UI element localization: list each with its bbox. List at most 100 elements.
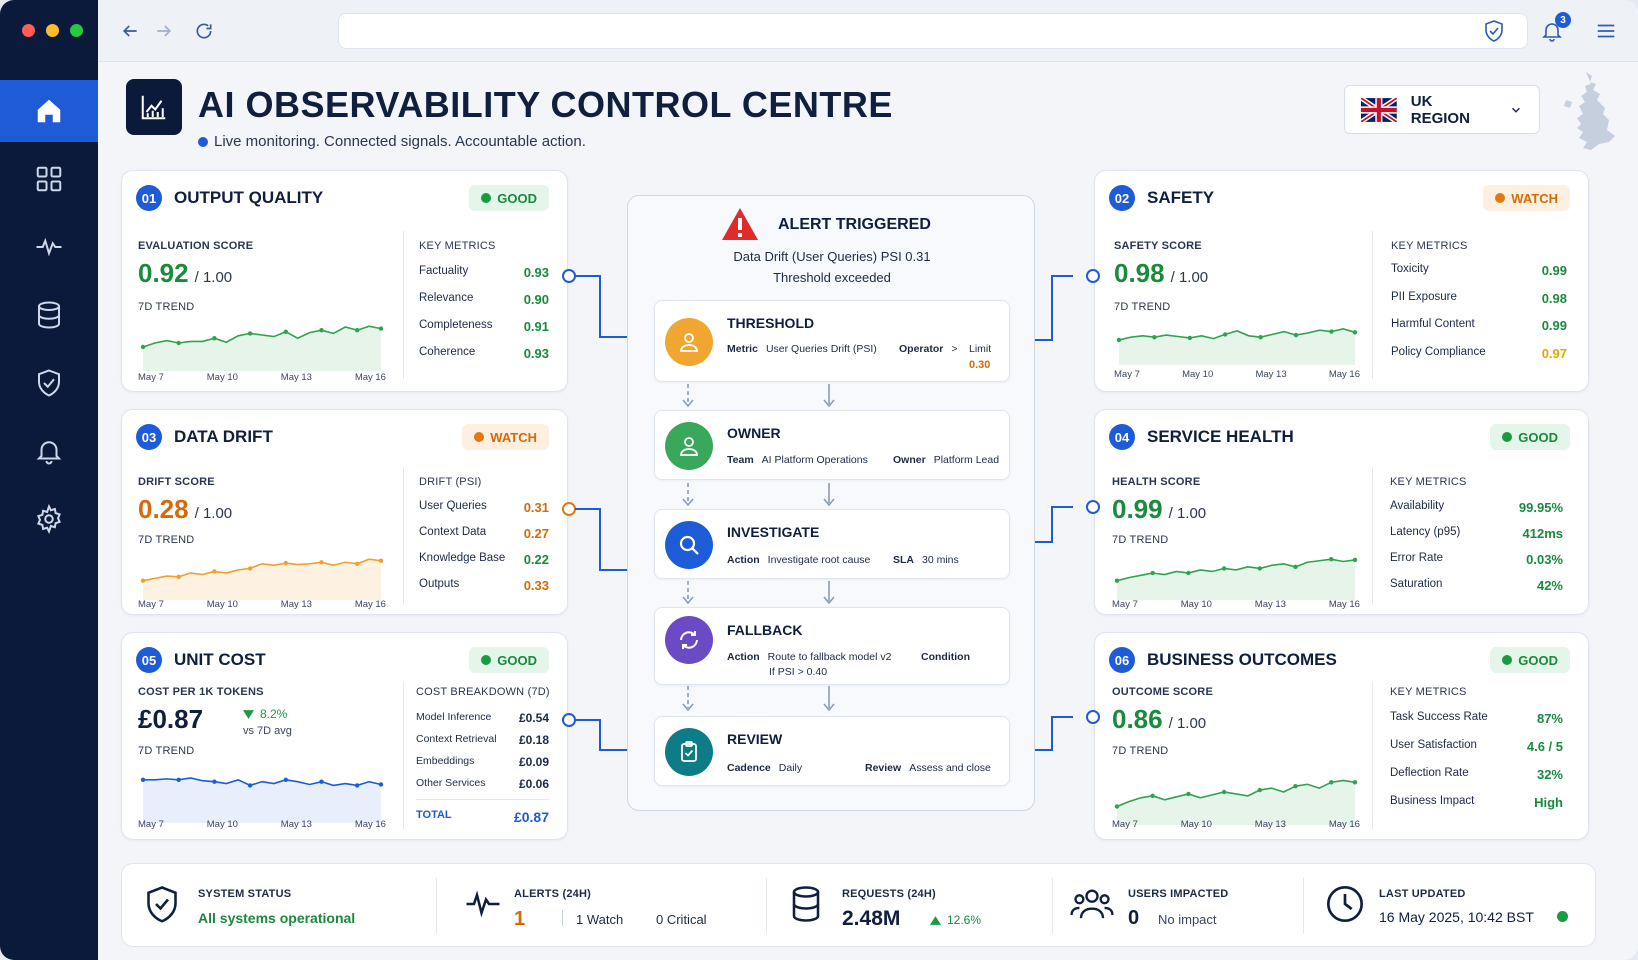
requests-label: REQUESTS (24H)	[842, 888, 936, 900]
step-title: THRESHOLD	[727, 315, 815, 331]
region-selector[interactable]: UK REGION	[1344, 85, 1540, 134]
gear-icon	[37, 504, 61, 534]
trend-point	[283, 329, 288, 334]
forward-button[interactable]	[150, 17, 178, 45]
trend-point	[1329, 557, 1334, 562]
trend-point	[212, 779, 217, 784]
nav-database[interactable]	[0, 284, 98, 346]
reload-icon	[196, 23, 212, 39]
metric-value: 0.98	[1541, 291, 1567, 306]
field-key: Operator	[899, 343, 944, 355]
axis-tick: May 13	[280, 599, 312, 610]
card-safety[interactable]: 02 SAFETY WATCH SAFETY SCORE 0.98/ 1.00 …	[1094, 170, 1589, 392]
card-output-quality[interactable]: 01 OUTPUT QUALITY GOOD EVALUATION SCORE …	[121, 170, 568, 392]
uk-map-icon	[1564, 72, 1615, 150]
system-status-value: All systems operational	[198, 910, 356, 926]
trend-point	[176, 340, 181, 346]
step-review[interactable]: REVIEW Cadence Daily Review Assess and clo…	[654, 716, 1010, 786]
back-button[interactable]	[116, 17, 144, 45]
trend-axis: May 7 May 10 May 13 May 16	[1114, 369, 1360, 380]
users-group-icon	[1070, 889, 1114, 919]
metrics-label: KEY METRICS	[1390, 686, 1467, 698]
notifications-button[interactable]: 3	[1538, 12, 1571, 45]
clipboard-check-icon	[681, 741, 697, 762]
nav-activity[interactable]	[0, 216, 98, 278]
metric-value: 0.27	[523, 526, 549, 541]
security-button[interactable]	[1480, 17, 1508, 45]
field-value: Investigate root cause	[767, 554, 871, 566]
card-data-drift[interactable]: 03 DATA DRIFT WATCH DRIFT SCORE 0.28 / 1.…	[121, 409, 568, 615]
maximize-window-button[interactable]	[70, 24, 83, 37]
axis-tick: May 16	[354, 599, 386, 610]
axis-tick: May 7	[138, 372, 164, 383]
cost-row: Model Inference £0.54	[416, 711, 549, 725]
card-unit-cost[interactable]: 05 UNIT COST GOOD COST PER 1K TOKENS £0.…	[121, 632, 568, 840]
status-bar: SYSTEM STATUS All systems operational AL…	[121, 863, 1596, 947]
step-title: OWNER	[727, 425, 781, 441]
step-owner[interactable]: OWNER Team AI Platform Operations Owner Pl…	[654, 410, 1010, 480]
menu-button[interactable]	[1592, 17, 1620, 45]
trend-point	[1352, 330, 1358, 335]
score-number: 0.98	[1114, 258, 1165, 288]
card-service-health[interactable]: 04 SERVICE HEALTH GOOD HEALTH SCORE 0.99…	[1094, 409, 1589, 615]
cost-row: Embeddings £0.09	[416, 755, 549, 769]
step-field: Action Investigate root cause	[727, 554, 870, 566]
close-window-button[interactable]	[22, 24, 35, 37]
trend-line	[1118, 327, 1356, 341]
metric-row: Latency (p95) 412ms	[1390, 526, 1563, 541]
trend-line	[1116, 558, 1356, 582]
metric-row: User Satisfaction 4.6 / 5	[1390, 739, 1563, 754]
axis-tick: May 7	[1112, 819, 1138, 830]
metric-row: Coherence 0.93	[419, 346, 549, 361]
score-value: 0.98 / 1.00	[1114, 258, 1208, 289]
live-status-dot	[1557, 911, 1568, 922]
step-field: Metric User Queries Drift (PSI)	[727, 343, 877, 355]
trend-point	[212, 336, 217, 341]
updated-label: LAST UPDATED	[1379, 888, 1466, 900]
nav-alerts[interactable]	[0, 420, 98, 482]
nav-security[interactable]	[0, 352, 98, 414]
metric-name: Error Rate	[1390, 552, 1444, 564]
step-icon	[665, 728, 713, 776]
status-badge: GOOD	[1490, 647, 1570, 673]
trend-point	[1329, 780, 1334, 785]
minimize-window-button[interactable]	[46, 24, 59, 37]
trend-point	[1293, 332, 1299, 338]
alert-panel: ALERT TRIGGERED Data Drift (User Queries…	[627, 195, 1035, 811]
nav-settings[interactable]	[0, 488, 98, 550]
page-title: AI OBSERVABILITY CONTROL CENTRE	[198, 84, 893, 125]
trend-area	[1117, 559, 1355, 600]
trend-point	[1257, 566, 1262, 571]
status-dot	[1502, 432, 1513, 442]
field-value: Assess and close	[909, 762, 991, 774]
requests-value: 2.48M	[842, 907, 901, 930]
trend-point	[355, 783, 360, 788]
score-number: 0.92	[138, 258, 189, 288]
step-investigate[interactable]: INVESTIGATE Action Investigate root cause…	[654, 509, 1010, 579]
axis-tick: May 7	[138, 819, 164, 830]
field-key: Review	[865, 762, 902, 774]
region-label: UK REGION	[1410, 92, 1470, 127]
trend-point	[140, 777, 146, 782]
trend-sparkline	[140, 558, 384, 600]
reload-button[interactable]	[190, 17, 218, 45]
address-bar[interactable]	[338, 13, 1528, 49]
axis-tick: May 13	[1255, 369, 1287, 380]
axis-tick: May 13	[280, 819, 312, 830]
metric-row: Relevance 0.90	[419, 292, 549, 307]
cost-row: Context Retrieval £0.18	[416, 733, 549, 747]
step-threshold[interactable]: THRESHOLD Metric User Queries Drift (PSI)…	[654, 300, 1010, 382]
alerts-summary[interactable]: ALERTS (24H) 1 1 Watch 0 Critical	[442, 864, 752, 948]
metric-row: Outputs 0.33	[419, 578, 549, 593]
card-title: BUSINESS OUTCOMES	[1147, 650, 1337, 669]
nav-dashboard[interactable]	[0, 148, 98, 210]
step-fallback[interactable]: FALLBACK Action Route to fallback model v…	[654, 607, 1010, 685]
cost-change: 8.2%	[243, 707, 287, 721]
users-value: 0	[1128, 907, 1140, 929]
shield-check-icon	[1485, 20, 1503, 42]
metric-value: 0.99	[1541, 263, 1567, 278]
trend-point	[1186, 570, 1191, 576]
nav-home[interactable]	[0, 80, 98, 142]
chevron-down-icon	[1512, 107, 1521, 113]
card-business-outcomes[interactable]: 06 BUSINESS OUTCOMES GOOD OUTCOME SCORE …	[1094, 632, 1589, 840]
